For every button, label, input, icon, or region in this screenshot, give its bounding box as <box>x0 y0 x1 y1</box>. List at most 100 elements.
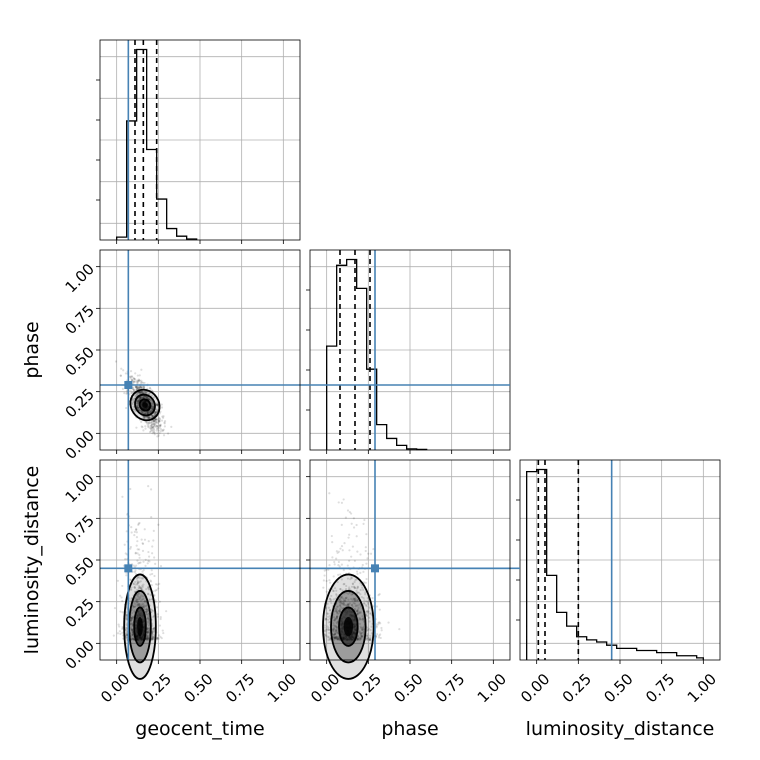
scatter-point <box>363 518 366 522</box>
scatter-point <box>340 523 343 526</box>
scatter-point <box>145 637 148 640</box>
scatter-point <box>147 588 151 591</box>
scatter-point <box>152 419 156 422</box>
scatter-point <box>124 552 127 555</box>
scatter-point <box>139 597 142 600</box>
scatter-point <box>328 492 331 495</box>
scatter-point <box>364 581 367 584</box>
scatter-point <box>151 429 154 432</box>
scatter-point <box>332 619 336 622</box>
scatter-point <box>339 587 342 591</box>
scatter-point <box>145 608 148 611</box>
scatter-point <box>143 416 146 419</box>
scatter-point <box>130 622 133 625</box>
scatter-point <box>160 406 164 409</box>
scatter-point <box>151 414 154 417</box>
scatter-point <box>136 598 139 601</box>
scatter-point <box>124 372 127 375</box>
scatter-point <box>147 617 150 621</box>
scatter-point <box>129 389 132 392</box>
scatter-point <box>335 629 338 632</box>
scatter-point <box>141 542 144 545</box>
scatter-point <box>142 605 145 608</box>
histogram-geocent_time <box>116 48 198 240</box>
scatter-point <box>350 585 354 588</box>
scatter-point <box>149 573 152 576</box>
x-tick-label: 0.50 <box>600 670 636 706</box>
panel-frame <box>99 39 301 241</box>
scatter-point <box>139 397 142 400</box>
density-level <box>343 617 354 637</box>
scatter-point <box>137 401 140 405</box>
scatter-point <box>344 597 347 600</box>
scatter-point <box>332 636 335 639</box>
scatter-point <box>353 602 357 605</box>
scatter-point <box>327 618 330 621</box>
scatter-point <box>141 391 144 395</box>
scatter-point <box>362 602 366 605</box>
scatter-point <box>364 591 367 594</box>
scatter-point <box>147 615 150 618</box>
scatter-point <box>334 617 337 620</box>
scatter-point <box>153 425 156 428</box>
scatter-point <box>149 387 152 390</box>
scatter-point <box>151 637 154 640</box>
scatter-point <box>140 594 143 597</box>
scatter-point <box>135 536 139 539</box>
scatter-point <box>336 632 339 635</box>
scatter-point <box>138 587 141 590</box>
scatter-point <box>147 411 150 414</box>
x-tick-label: 1.00 <box>474 670 510 706</box>
scatter-point <box>327 626 330 629</box>
scatter-point <box>133 530 136 533</box>
scatter-point <box>330 534 333 538</box>
scatter-point <box>146 630 149 634</box>
scatter-point <box>151 407 154 410</box>
scatter-point <box>356 609 359 613</box>
scatter-point <box>145 420 149 423</box>
scatter-point <box>146 637 149 640</box>
scatter-point <box>130 628 134 631</box>
scatter-point <box>150 609 154 612</box>
scatter-point <box>370 625 373 628</box>
scatter-point <box>130 375 133 378</box>
y-axis-label-luminosity_distance: luminosity_distance <box>21 466 43 655</box>
scatter-point <box>148 598 151 601</box>
scatter-point <box>361 628 364 631</box>
scatter-point <box>348 511 351 514</box>
scatter-point <box>145 612 148 615</box>
scatter-point <box>155 427 159 430</box>
scatter-point <box>335 608 338 611</box>
scatter-point <box>130 617 134 620</box>
scatter-point <box>362 581 366 584</box>
scatter-point <box>331 628 334 631</box>
scatter-point <box>132 637 135 640</box>
scatter-point <box>121 599 124 603</box>
scatter-point <box>154 599 157 602</box>
scatter-point <box>150 409 154 412</box>
scatter-point <box>133 377 136 381</box>
scatter-point <box>160 403 163 406</box>
scatter-point <box>130 391 133 394</box>
scatter-point <box>141 570 144 573</box>
scatter-point <box>158 420 161 423</box>
scatter-point <box>348 586 351 589</box>
scatter-point <box>332 624 335 627</box>
y-tick-label: 0.00 <box>62 637 98 673</box>
scatter-point <box>361 615 364 618</box>
scatter-point <box>359 588 362 592</box>
scatter-point <box>121 625 124 629</box>
scatter-point <box>380 626 383 630</box>
scatter-point <box>125 613 128 617</box>
scatter-point <box>113 607 117 610</box>
scatter-point <box>149 427 153 431</box>
scatter-point <box>136 392 139 396</box>
scatter-point <box>366 634 369 638</box>
scatter-point <box>146 627 149 630</box>
scatter-point <box>343 599 347 602</box>
scatter-point <box>141 549 145 552</box>
scatter-point <box>137 401 140 405</box>
scatter-point <box>136 374 139 377</box>
scatter-point <box>146 562 149 565</box>
scatter-point <box>161 429 164 432</box>
